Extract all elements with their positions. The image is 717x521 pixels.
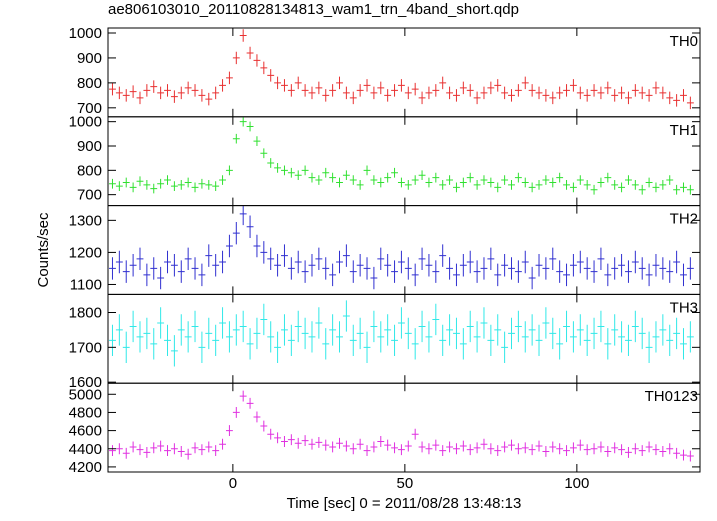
panel-label: TH0 (670, 33, 698, 50)
y-tick-label: 1000 (69, 114, 102, 131)
y-axis-label: Counts/sec (35, 212, 52, 288)
y-tick-label: 1300 (69, 212, 102, 229)
panel-label: TH0123 (645, 388, 698, 405)
y-tick-label: 4800 (69, 404, 102, 421)
panel-label: TH1 (670, 122, 698, 139)
panel-frame (107, 205, 701, 295)
panel-label: TH2 (670, 211, 698, 228)
panel-frame (107, 116, 701, 207)
y-tick-label: 1100 (70, 276, 102, 293)
y-tick-label: 1000 (69, 25, 102, 42)
y-tick-label: 1600 (69, 374, 102, 391)
panel-frame (107, 27, 701, 118)
y-tick-label: 1200 (69, 244, 102, 261)
y-tick-label: 800 (77, 75, 102, 92)
y-tick-label: 4600 (69, 423, 102, 440)
panel-frame (107, 382, 701, 473)
x-tick-label: 50 (397, 475, 414, 492)
y-tick-label: 1800 (69, 305, 102, 322)
y-tick-label: 800 (77, 162, 102, 179)
x-axis-label: Time [sec] 0 = 2011/08/28 13:48:13 (287, 495, 522, 512)
y-tick-label: 900 (77, 50, 102, 67)
x-tick-label: 100 (564, 475, 589, 492)
chart-title: ae806103010_20110828134813_wam1_trn_4ban… (108, 1, 519, 18)
y-tick-label: 1700 (69, 339, 102, 356)
panel-label: TH3 (670, 299, 698, 316)
y-tick-label: 4200 (69, 459, 102, 476)
y-tick-label: 5000 (69, 386, 102, 403)
panel-frame (107, 293, 701, 384)
y-tick-label: 900 (77, 138, 102, 155)
y-tick-label: 4400 (69, 441, 102, 458)
x-tick-label: 0 (229, 475, 237, 492)
y-tick-label: 700 (77, 187, 102, 204)
y-tick-label: 700 (77, 100, 102, 117)
